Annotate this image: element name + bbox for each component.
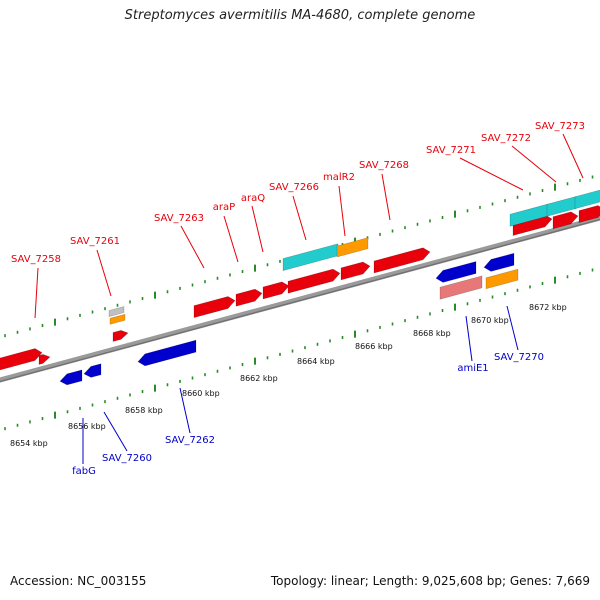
pink-feature: [439, 275, 483, 300]
gene-label: araQ: [241, 193, 265, 204]
genome-stats-text: Topology: linear; Length: 9,025,608 bp; …: [270, 574, 590, 588]
cyan-feature: [574, 189, 600, 210]
genome-backbone: [0, 215, 600, 383]
gene-label: SAV_7268: [359, 160, 409, 171]
reverse-gene-arrow: [483, 252, 515, 272]
forward-gene-arrow: [340, 261, 371, 281]
forward-gene-arrow: [0, 348, 43, 371]
scale-labels: 8654 kbp 8656 kbp 8658 kbp 8660 kbp 8662 kbp…: [10, 303, 567, 448]
forward-gene-arrow: [38, 354, 51, 365]
label-leader-line: [223, 215, 239, 263]
scale-label: 8664 kbp: [297, 357, 335, 366]
label-leader-line: [180, 225, 205, 269]
accession-text: Accession: NC_003155: [10, 574, 147, 588]
gene-label: fabG: [72, 466, 96, 477]
scale-label: 8660 kbp: [182, 389, 220, 398]
gene-label: SAV_7270: [494, 352, 544, 363]
gene-label: SAV_7271: [426, 145, 476, 156]
label-leader-line: [103, 411, 128, 452]
gene-label: amiE1: [457, 363, 488, 374]
map-title: Streptomyces avermitilis MA-4680, comple…: [124, 8, 476, 23]
gene-label: malR2: [323, 172, 355, 183]
label-leader-line: [562, 133, 584, 179]
forward-gene-arrow: [578, 205, 600, 224]
label-leader-line: [511, 145, 557, 183]
scale-label: 8668 kbp: [413, 329, 451, 338]
reverse-gene-arrow: [137, 339, 197, 367]
label-leader-line: [179, 387, 191, 434]
scale-label: 8662 kbp: [240, 374, 278, 383]
scale-label: 8670 kbp: [471, 316, 509, 325]
gene-label: SAV_7273: [535, 121, 585, 132]
cyan-feature: [282, 243, 339, 271]
backbone-line: [0, 215, 600, 383]
forward-gene-arrow: [193, 296, 236, 319]
scale-label: 8656 kbp: [68, 422, 106, 431]
gene-label: SAV_7262: [165, 435, 215, 446]
label-leader-line: [338, 185, 346, 237]
forward-gene-arrow: [262, 281, 290, 300]
forward-gene-arrow: [552, 211, 579, 230]
gene-label: SAV_7272: [481, 133, 531, 144]
label-leader-line: [292, 195, 307, 241]
label-leader-line: [34, 267, 39, 319]
label-leader-line: [381, 173, 391, 221]
forward-gene-arrow: [235, 288, 263, 307]
label-leader-line: [96, 249, 112, 297]
gene-label: SAV_7258: [11, 254, 61, 265]
orange-feature: [109, 313, 126, 325]
forward-gene-arrow: [112, 330, 129, 342]
gene-label: SAV_7261: [70, 236, 120, 247]
gene-label: SAV_7266: [269, 182, 319, 193]
scale-label: 8654 kbp: [10, 439, 48, 448]
gene-features: [0, 189, 600, 386]
label-leader-line: [251, 205, 264, 253]
reverse-gene-arrow: [435, 261, 477, 283]
gray-feature: [108, 306, 125, 317]
scale-label: 8666 kbp: [355, 342, 393, 351]
forward-gene-arrow: [373, 247, 431, 274]
orange-feature: [485, 268, 519, 290]
reverse-gene-arrow: [83, 363, 102, 378]
gene-label: araP: [213, 202, 235, 213]
label-leader-line: [459, 157, 524, 191]
forward-gene-arrow: [287, 268, 341, 294]
scale-label: 8672 kbp: [529, 303, 567, 312]
label-leader-line: [465, 315, 473, 362]
label-leader-line: [506, 305, 519, 351]
reverse-scale-ticks: [4, 268, 594, 431]
orange-feature: [336, 237, 369, 258]
gene-label: SAV_7260: [102, 453, 152, 464]
gene-labels: SAV_7258 SAV_7261 SAV_7263 araP araQ SAV_7266…: [11, 121, 585, 477]
backbone-edge: [0, 218, 600, 383]
scale-label: 8658 kbp: [125, 406, 163, 415]
gene-label: SAV_7263: [154, 213, 204, 224]
reverse-gene-arrow: [59, 369, 83, 386]
